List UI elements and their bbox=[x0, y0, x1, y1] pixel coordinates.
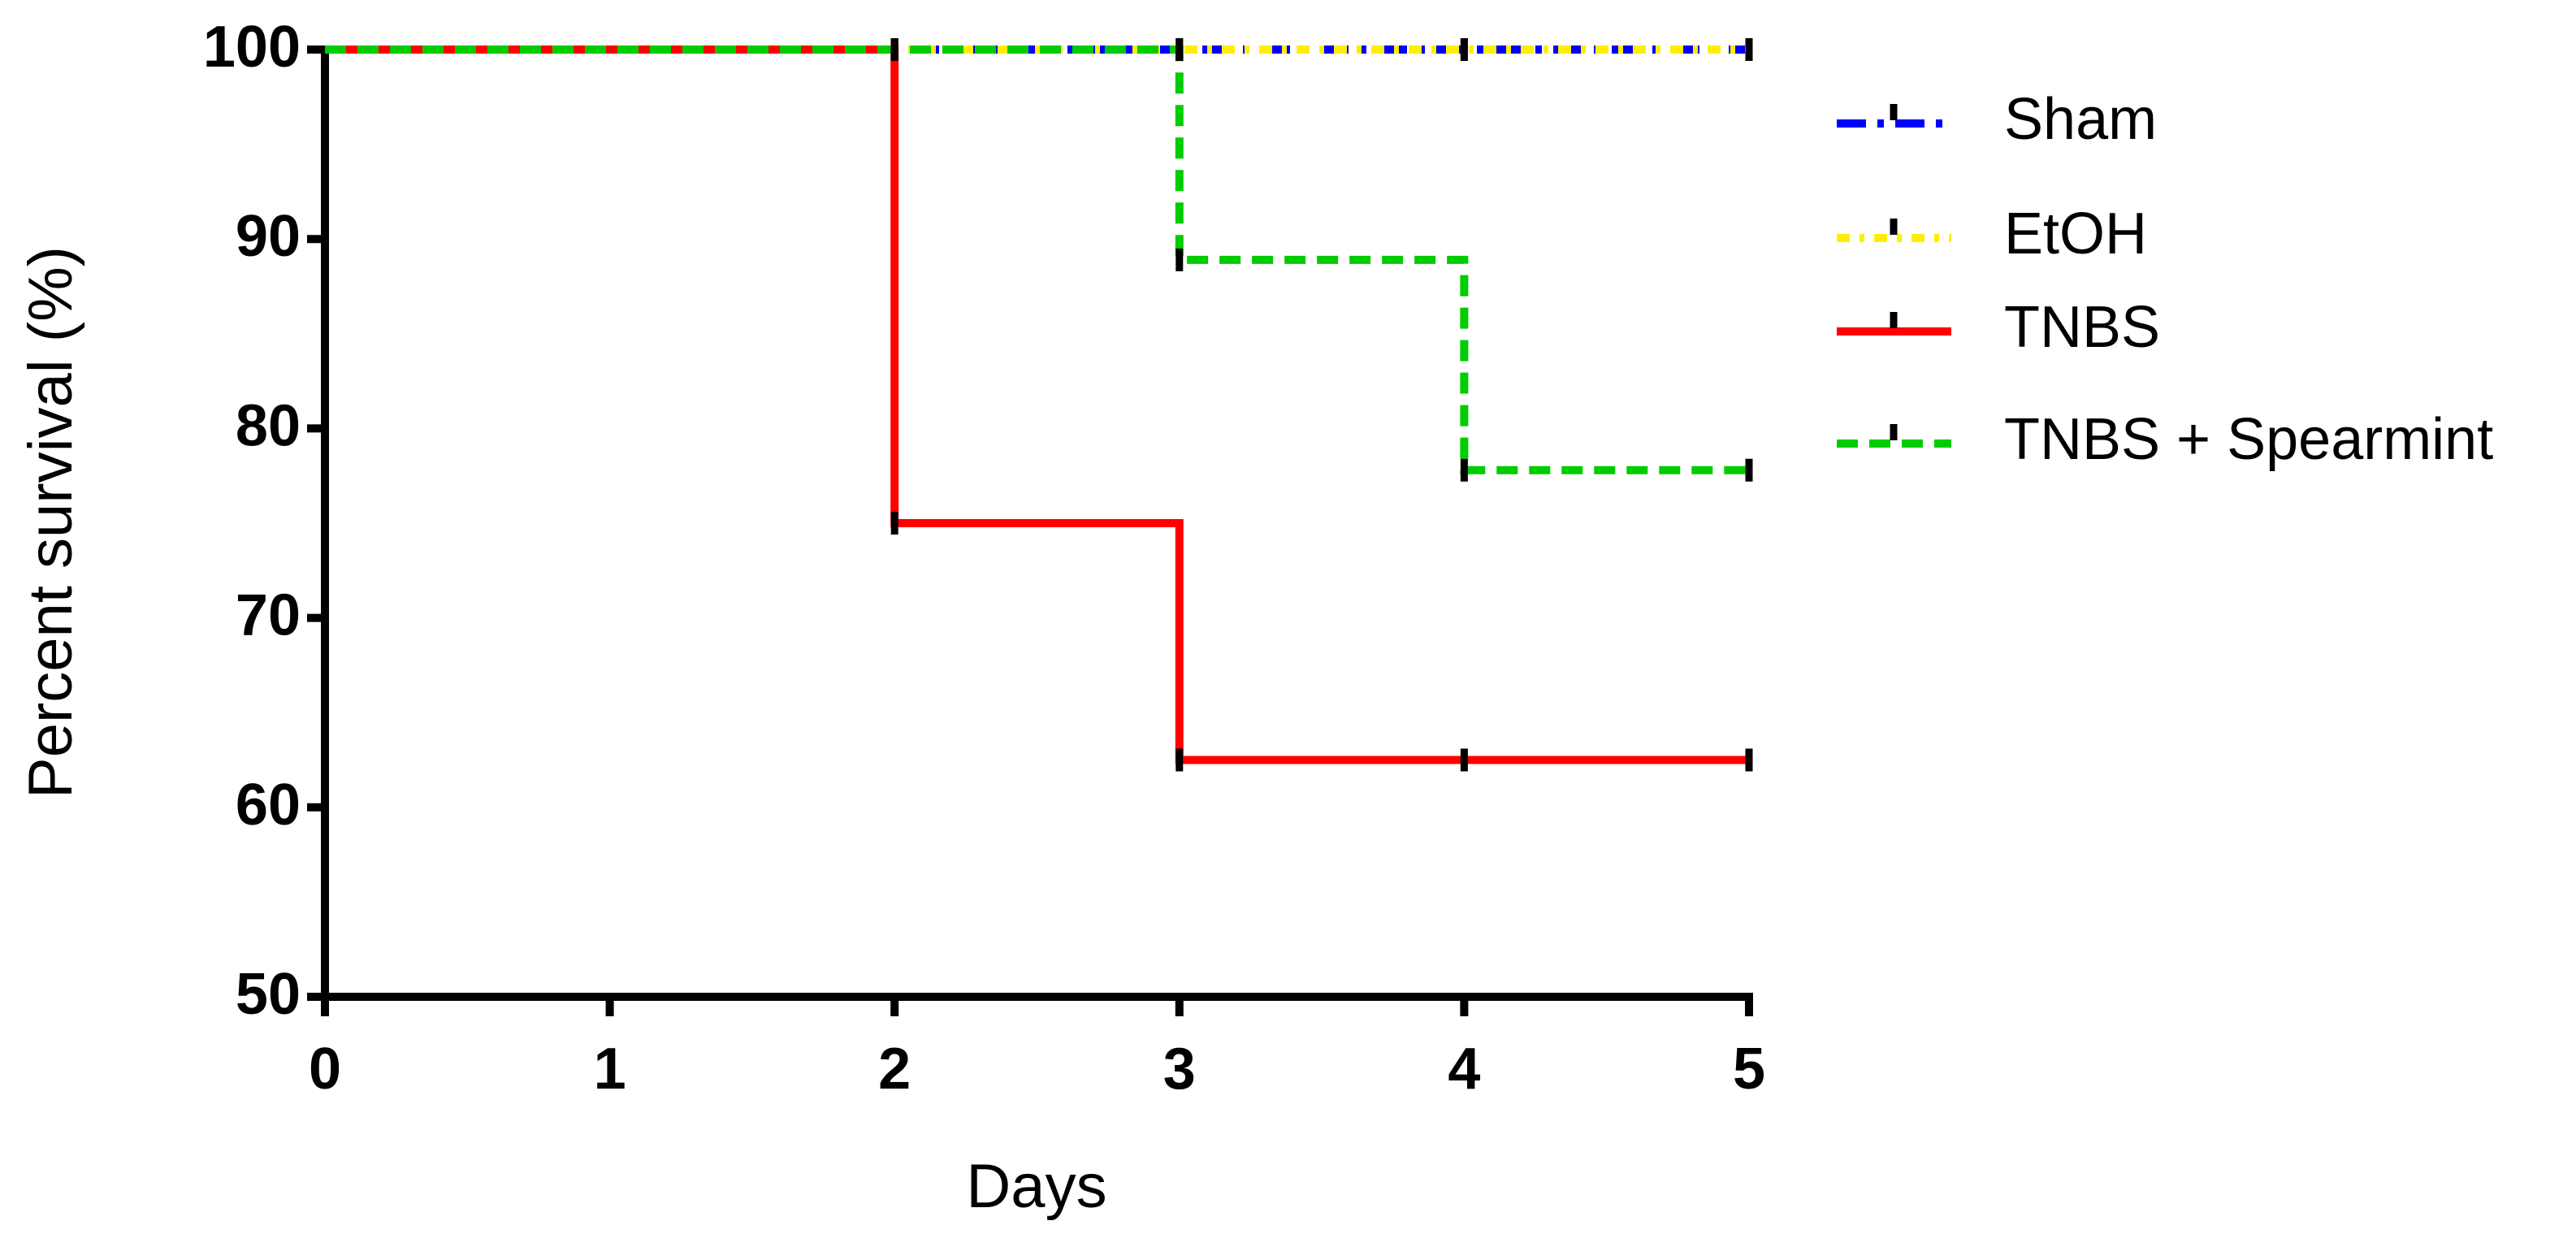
legend-label: TNBS + Spearmint bbox=[2004, 407, 2493, 472]
y-axis-label: Percent survival (%) bbox=[16, 246, 85, 799]
legend-label: TNBS bbox=[2004, 295, 2160, 360]
y-tick-label: 50 bbox=[236, 962, 301, 1027]
y-tick-label: 60 bbox=[236, 773, 301, 838]
survival-line bbox=[325, 45, 1749, 474]
y-tick-label: 100 bbox=[203, 15, 301, 80]
x-tick-label: 2 bbox=[878, 1037, 911, 1102]
x-tick-label: 0 bbox=[309, 1037, 341, 1102]
survival-line bbox=[325, 45, 1749, 764]
x-tick-label: 1 bbox=[594, 1037, 626, 1102]
legend-label: EtOH bbox=[2004, 201, 2147, 266]
x-tick-label: 4 bbox=[1448, 1037, 1480, 1102]
y-tick-label: 70 bbox=[236, 583, 301, 648]
x-tick-label: 5 bbox=[1733, 1037, 1765, 1102]
x-axis-label: Days bbox=[966, 1152, 1106, 1221]
x-tick-label: 3 bbox=[1163, 1037, 1196, 1102]
y-tick-label: 80 bbox=[236, 393, 301, 458]
legend-label: Sham bbox=[2004, 87, 2157, 152]
y-tick-label: 90 bbox=[236, 204, 301, 269]
